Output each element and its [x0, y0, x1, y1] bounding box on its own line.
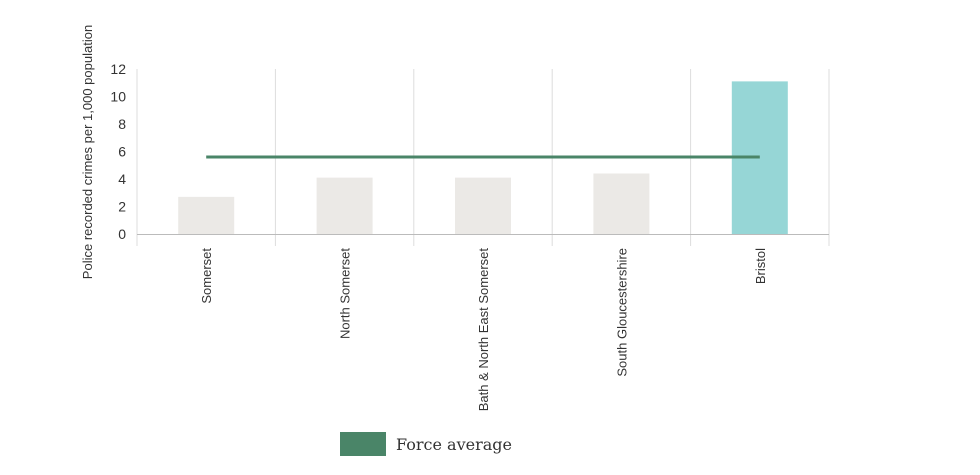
bar-somerset: [178, 196, 235, 234]
bar-bath-north-east-somerset: [455, 177, 511, 234]
category-label: Somerset: [199, 248, 214, 304]
bars: [178, 81, 788, 234]
y-tick-label: 12: [110, 61, 126, 77]
y-tick-label: 4: [118, 171, 126, 187]
legend-label-force-average: Force average: [396, 434, 512, 454]
category-label: South Gloucestershire: [614, 248, 629, 377]
legend: Force average: [340, 432, 512, 456]
y-tick-label: 6: [118, 144, 126, 160]
category-label: Bath & North East Somerset: [476, 248, 491, 412]
bar-north-somerset: [316, 177, 373, 234]
y-tick-label: 0: [118, 226, 126, 242]
category-label: North Somerset: [338, 248, 353, 339]
bar-south-gloucestershire: [593, 173, 650, 234]
category-label: Bristol: [753, 248, 768, 284]
y-axis-label: Police recorded crimes per 1,000 populat…: [80, 25, 95, 279]
legend-swatch-force-average: [340, 432, 386, 456]
y-tick-label: 10: [110, 89, 126, 105]
y-tick-label: 2: [118, 199, 126, 215]
axes: Somerset North Somerset Bath & North East …: [110, 61, 829, 411]
y-tick-label: 8: [118, 116, 126, 132]
